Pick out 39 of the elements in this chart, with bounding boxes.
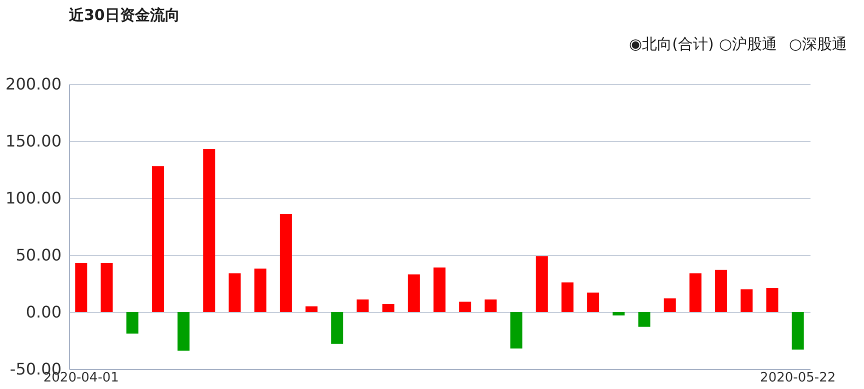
bar — [715, 270, 728, 312]
text: ○沪股通 — [719, 35, 778, 53]
bar — [280, 214, 292, 312]
bar — [638, 312, 650, 327]
bar — [203, 148, 216, 312]
bar — [408, 274, 420, 312]
bar — [100, 262, 113, 312]
bar — [126, 312, 138, 334]
y-tick-label: 100.00 — [6, 188, 62, 208]
bar — [536, 256, 548, 312]
bar — [152, 166, 164, 312]
y-tick-label: 50.00 — [16, 246, 62, 264]
bar — [459, 302, 472, 312]
bar — [740, 289, 753, 312]
bar — [178, 312, 190, 351]
text: ○深股通 — [789, 35, 848, 53]
y-tick-label: 0.00 — [26, 302, 62, 322]
bar — [382, 304, 394, 312]
bar — [510, 312, 522, 348]
bar — [561, 282, 574, 312]
bar — [356, 299, 369, 312]
chart-title: 近30日资金流向 — [68, 6, 180, 24]
bar — [434, 268, 446, 312]
bar — [228, 273, 241, 312]
bar — [766, 288, 778, 312]
bar — [75, 262, 88, 312]
bar — [689, 273, 702, 312]
y-tick-label: 150.00 — [6, 132, 62, 150]
bar — [484, 299, 497, 312]
y-tick-label: 200.00 — [6, 74, 62, 94]
bar — [664, 298, 676, 312]
bar — [254, 268, 266, 312]
bar — [612, 312, 625, 316]
bar — [306, 306, 318, 312]
bar — [587, 292, 600, 312]
bar — [331, 312, 344, 344]
text: ◉北向(合计) — [629, 35, 714, 53]
x-tick-label: 2020-05-22 — [760, 370, 836, 386]
bar — [792, 312, 804, 350]
